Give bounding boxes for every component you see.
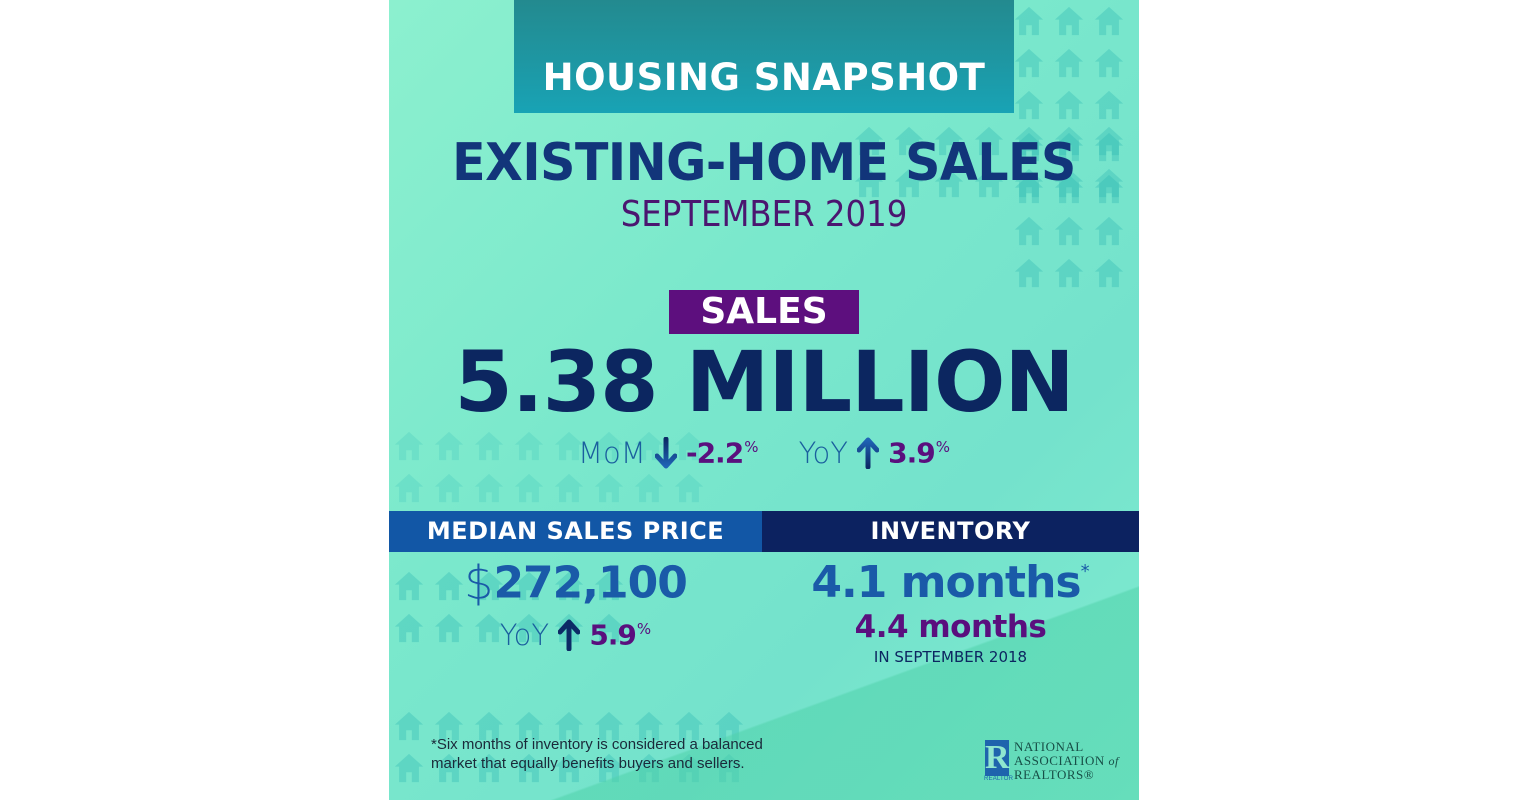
house-icon xyxy=(1052,4,1086,38)
footnote-line-1: *Six months of inventory is considered a… xyxy=(431,736,763,753)
house-icon xyxy=(1052,46,1086,80)
house-icon xyxy=(592,471,626,505)
mom-unit: % xyxy=(744,438,759,456)
house-icon xyxy=(392,709,426,743)
house-icon xyxy=(1092,88,1126,122)
house-icon xyxy=(472,471,506,505)
house-icon xyxy=(1052,256,1086,290)
mom-label: MoM xyxy=(577,436,646,470)
arrow-down-icon xyxy=(654,437,677,469)
arrow-up-icon xyxy=(857,437,880,469)
price-yoy-value: 5.9 xyxy=(589,618,637,652)
mom-value: -2.2 xyxy=(685,436,744,470)
house-icon xyxy=(1092,256,1126,290)
median-price-yoy: YoY 5.9% xyxy=(389,618,762,652)
house-icon xyxy=(1012,4,1046,38)
yoy-change: YoY 3.9% xyxy=(799,436,950,470)
housing-snapshot-infographic: HOUSING SNAPSHOT EXISTING-HOME SALES SEP… xyxy=(389,0,1139,800)
nar-logo: R REALTOR NATIONAL ASSOCIATION of REALTO… xyxy=(984,739,1119,786)
price-yoy-unit: % xyxy=(636,620,652,638)
house-icon xyxy=(552,471,586,505)
inventory-header: INVENTORY xyxy=(762,511,1139,552)
sales-value: 5.38 MILLION xyxy=(454,333,1074,431)
inventory-current: 4.1 months* xyxy=(762,557,1139,608)
house-icon xyxy=(1092,46,1126,80)
header-banner: HOUSING SNAPSHOT xyxy=(514,0,1014,113)
yoy-value: 3.9 xyxy=(888,436,936,470)
median-price-value: 272,100 xyxy=(493,557,687,609)
arrow-up-icon xyxy=(558,619,581,651)
footnote: *Six months of inventory is considered a… xyxy=(431,735,831,773)
currency-symbol: $ xyxy=(464,556,494,610)
yoy-label: YoY xyxy=(798,436,848,470)
house-icon xyxy=(1092,4,1126,38)
house-icon xyxy=(1052,88,1086,122)
house-icon xyxy=(392,751,426,785)
house-icon xyxy=(432,471,466,505)
inventory-previous-value: 4.4 months xyxy=(854,609,1047,645)
house-icon xyxy=(672,471,706,505)
house-icon xyxy=(512,471,546,505)
page-title: EXISTING-HOME SALES xyxy=(452,132,1076,193)
yoy-unit: % xyxy=(935,438,951,456)
median-price: $272,100 xyxy=(389,556,762,610)
footnote-marker: * xyxy=(1080,561,1090,582)
inventory-previous-note: IN SEPTEMBER 2018 xyxy=(873,648,1028,666)
house-icon xyxy=(632,471,666,505)
footnote-line-2: market that equally benefits buyers and … xyxy=(431,755,745,772)
inventory-current-value: 4.1 months xyxy=(811,557,1081,608)
sales-badge: SALES xyxy=(669,290,859,334)
mom-change: MoM -2.2% xyxy=(578,436,758,470)
logo-text: NATIONAL ASSOCIATION of REALTORS® xyxy=(1014,739,1119,782)
house-icon xyxy=(392,471,426,505)
report-period: SEPTEMBER 2019 xyxy=(620,194,908,235)
median-price-header: MEDIAN SALES PRICE xyxy=(389,511,762,552)
price-yoy-label: YoY xyxy=(499,618,550,652)
house-icon xyxy=(1012,88,1046,122)
house-icon xyxy=(1012,46,1046,80)
house-icon xyxy=(1012,256,1046,290)
realtor-r-icon: R REALTOR xyxy=(984,739,1014,782)
sales-changes: MoM -2.2% YoY 3.9% xyxy=(389,436,1139,470)
banner-title: HOUSING SNAPSHOT xyxy=(542,56,986,99)
